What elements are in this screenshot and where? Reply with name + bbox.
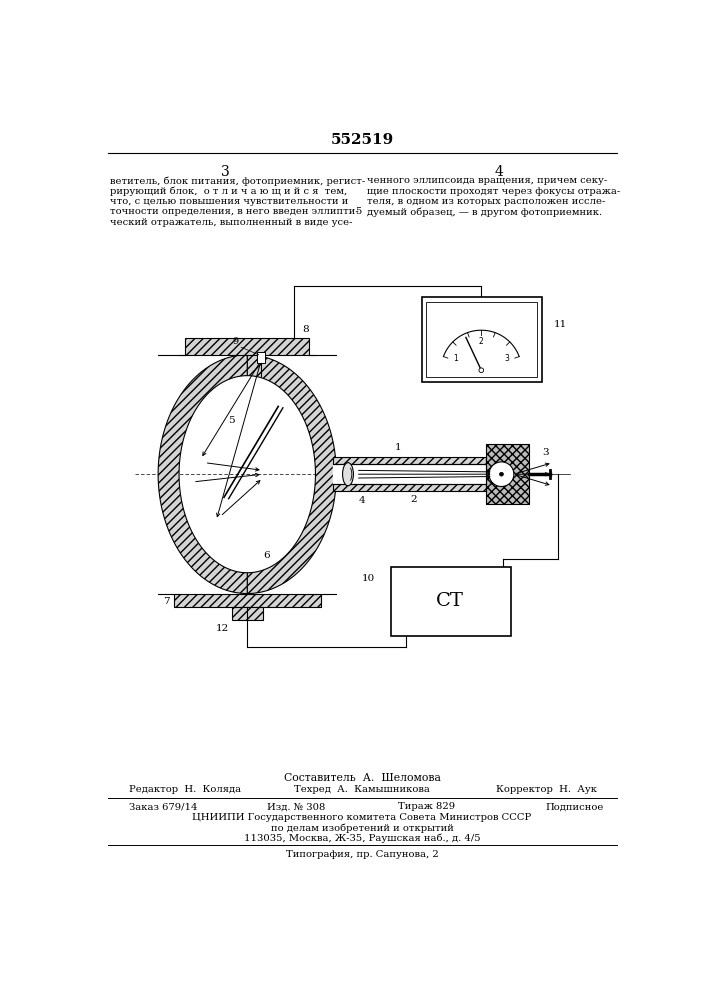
Text: ветитель, блок питания, фотоприемник, регист-: ветитель, блок питания, фотоприемник, ре… (110, 176, 366, 186)
Text: Подписное: Подписное (546, 802, 604, 811)
Text: что, с целью повышения чувствительности и: что, с целью повышения чувствительности … (110, 197, 349, 206)
Text: 10: 10 (362, 574, 375, 583)
Text: Корректор  Н.  Аук: Корректор Н. Аук (496, 785, 597, 794)
Text: рирующий блок,  о т л и ч а ю щ и й с я  тем,: рирующий блок, о т л и ч а ю щ и й с я т… (110, 187, 347, 196)
Circle shape (489, 462, 514, 487)
Bar (426, 302, 537, 377)
Text: 2: 2 (479, 337, 484, 346)
Bar (232, 607, 263, 620)
Circle shape (479, 368, 484, 373)
Text: 6: 6 (263, 551, 270, 560)
Bar (332, 457, 486, 464)
Text: 113035, Москва, Ж-35, Раушская наб., д. 4/5: 113035, Москва, Ж-35, Раушская наб., д. … (244, 833, 480, 843)
Text: Техред  А.  Камышникова: Техред А. Камышникова (294, 785, 430, 794)
Bar (185, 338, 309, 355)
Text: Заказ 679/14: Заказ 679/14 (129, 802, 197, 811)
Bar (486, 444, 529, 504)
Text: 3: 3 (542, 448, 549, 457)
Text: щие плоскости проходят через фокусы отража-: щие плоскости проходят через фокусы отра… (368, 187, 621, 196)
Bar (332, 484, 486, 491)
Bar (257, 352, 265, 363)
Polygon shape (247, 355, 337, 594)
Text: Тираж 829: Тираж 829 (398, 802, 455, 811)
Text: 9: 9 (233, 337, 239, 346)
Text: 1: 1 (453, 354, 457, 363)
Text: 3: 3 (505, 354, 510, 363)
Text: 2: 2 (411, 495, 417, 504)
Bar (421, 297, 542, 382)
Bar (174, 594, 321, 607)
Circle shape (500, 472, 503, 476)
Text: 7: 7 (163, 597, 170, 606)
Text: 12: 12 (216, 624, 229, 633)
Text: 11: 11 (554, 320, 566, 329)
Text: СТ: СТ (436, 592, 464, 610)
Text: Составитель  А.  Шеломова: Составитель А. Шеломова (284, 773, 440, 783)
Text: 8: 8 (302, 325, 309, 334)
Text: по делам изобретений и открытий: по делам изобретений и открытий (271, 823, 453, 833)
Text: 4: 4 (495, 165, 503, 179)
Text: 552519: 552519 (330, 133, 394, 147)
Text: ческий отражатель, выполненный в виде усе-: ческий отражатель, выполненный в виде ус… (110, 218, 353, 227)
Text: ЦНИИПИ Государственного комитета Совета Министров СССР: ЦНИИПИ Государственного комитета Совета … (192, 813, 532, 822)
Ellipse shape (343, 463, 354, 486)
Text: теля, в одном из которых расположен иссле-: теля, в одном из которых расположен иссл… (368, 197, 606, 206)
Text: 4: 4 (358, 496, 366, 505)
Text: 5: 5 (356, 207, 362, 216)
Text: 3: 3 (221, 165, 230, 179)
Text: дуемый образец, — в другом фотоприемник.: дуемый образец, — в другом фотоприемник. (368, 207, 602, 217)
Polygon shape (158, 355, 247, 594)
Text: Редактор  Н.  Коляда: Редактор Н. Коляда (129, 785, 241, 794)
Bar (391, 567, 510, 636)
Text: Типография, пр. Сапунова, 2: Типография, пр. Сапунова, 2 (286, 850, 438, 859)
Text: 1: 1 (395, 443, 402, 452)
Text: ченного эллипсоида вращения, причем секу-: ченного эллипсоида вращения, причем секу… (368, 176, 607, 185)
Text: точности определения, в него введен эллипти-: точности определения, в него введен элли… (110, 207, 359, 216)
Text: 5: 5 (228, 416, 235, 425)
Text: Изд. № 308: Изд. № 308 (267, 802, 325, 811)
